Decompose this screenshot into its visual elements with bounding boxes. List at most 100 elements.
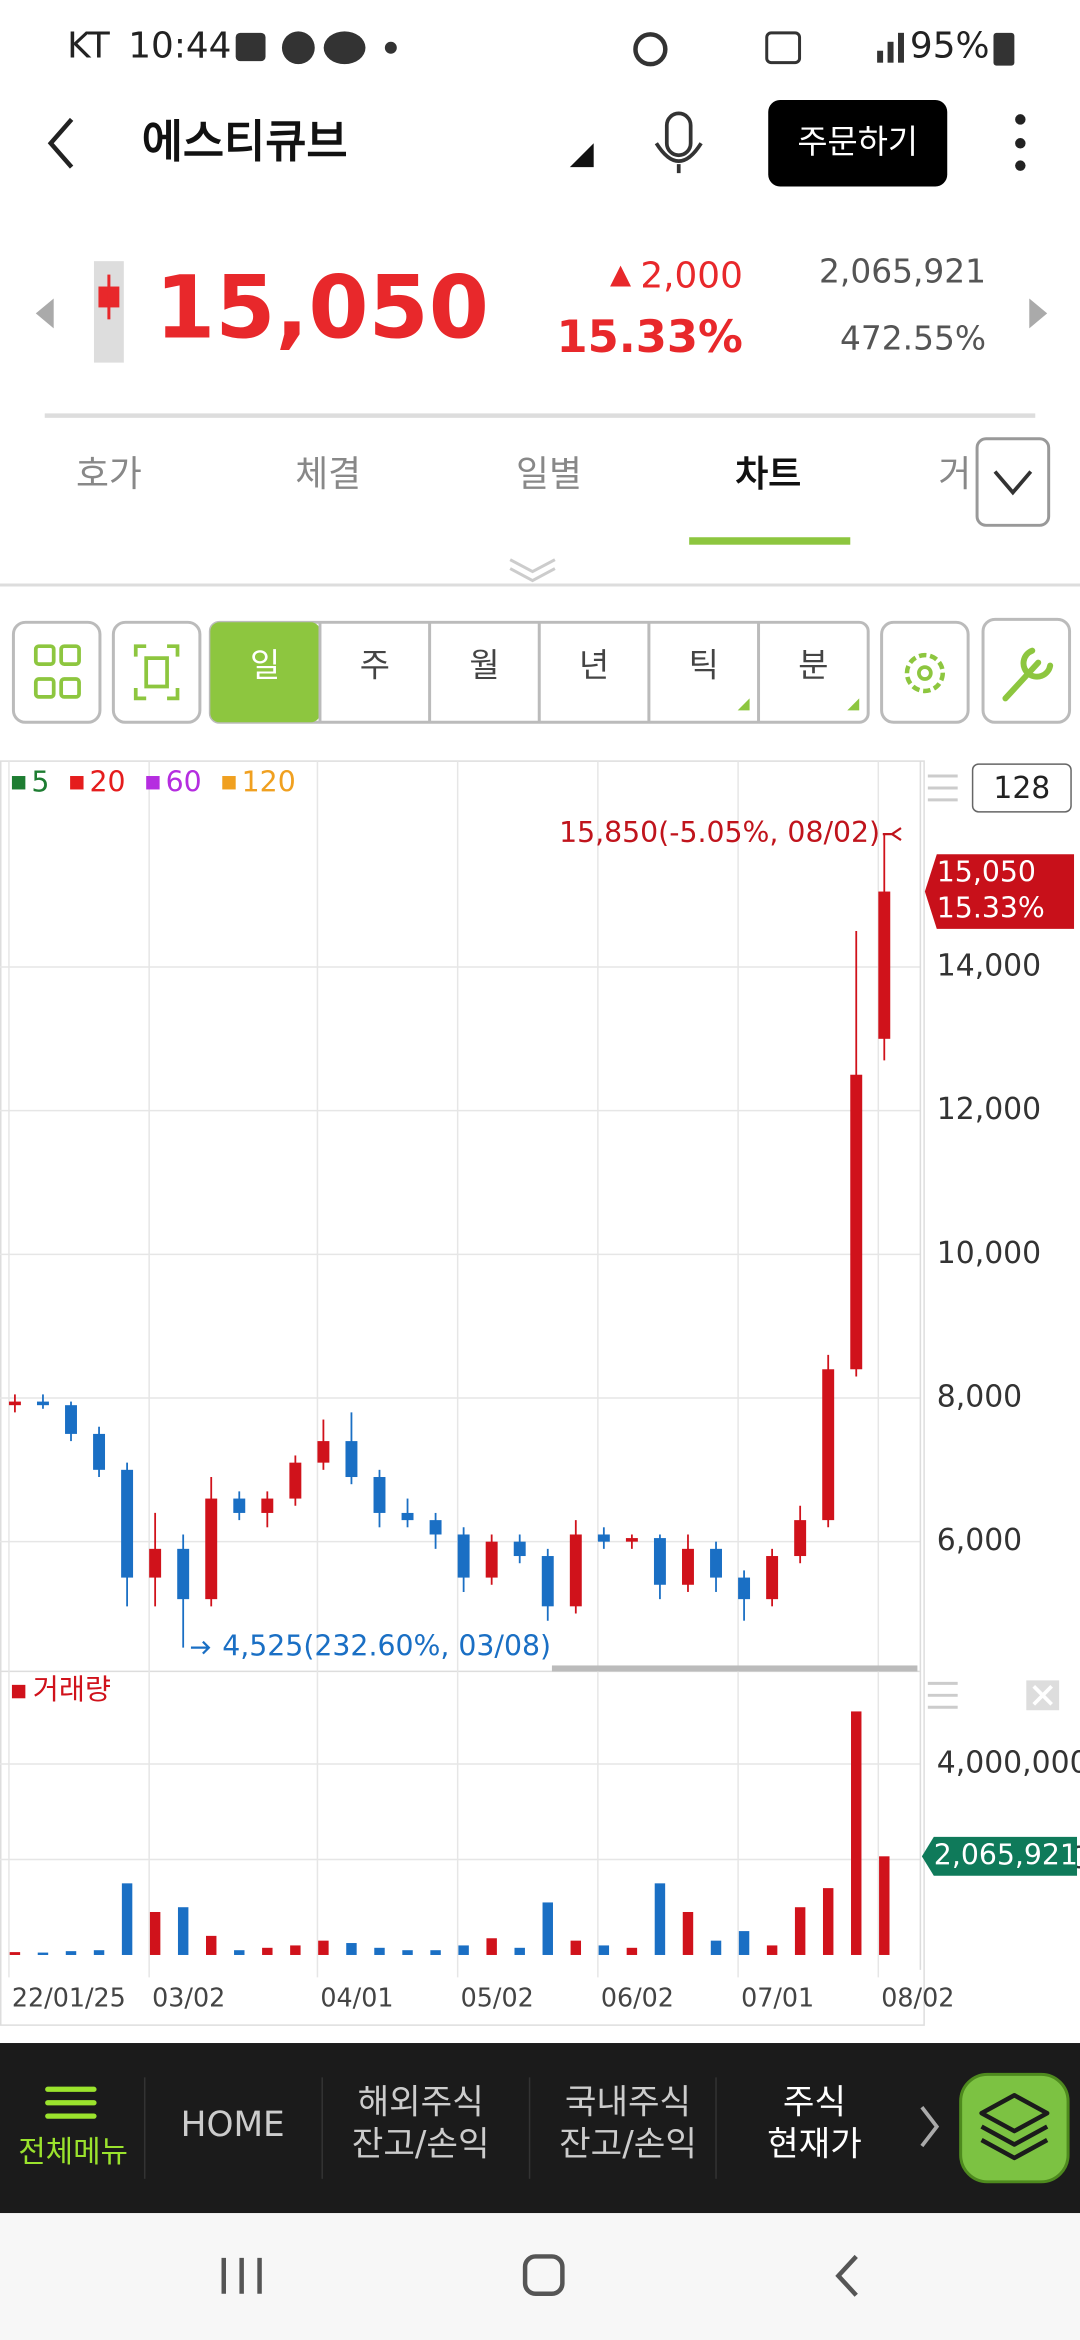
recent-apps[interactable] <box>221 2257 262 2294</box>
fullscreen-button[interactable] <box>111 620 202 724</box>
max-annotation: 15,850(-5.05%, 08/02) <box>559 816 880 849</box>
stock-name[interactable]: 에스티큐브 <box>142 115 348 168</box>
panel-menu[interactable] <box>927 774 958 1709</box>
chart-scrollbar[interactable] <box>551 1665 918 1672</box>
candle-body <box>36 1401 49 1406</box>
dropdown-mark[interactable] <box>569 143 594 168</box>
tab[interactable]: 호가 <box>76 454 142 495</box>
period-option[interactable]: 분 <box>798 647 828 685</box>
nav-item[interactable]: 현재가 <box>767 2124 862 2164</box>
candle-body <box>653 1538 666 1585</box>
bottom-nav <box>0 2043 1080 2214</box>
layers-button[interactable] <box>959 2072 1070 2184</box>
count-box[interactable] <box>971 763 1072 813</box>
tab[interactable]: 일별 <box>516 454 582 495</box>
system-back[interactable] <box>835 2254 858 2297</box>
next-arrow[interactable] <box>1029 298 1048 329</box>
volume-bar <box>710 1940 722 1955</box>
legend-swatch <box>11 776 26 790</box>
legend-swatch <box>146 776 160 790</box>
y-tick-label: 12,000 <box>937 1092 1041 1127</box>
candle-body <box>513 1541 526 1557</box>
volume-bar <box>794 1907 806 1955</box>
candle-body <box>850 1074 863 1370</box>
legend-label: 20 <box>90 765 126 798</box>
candle-body <box>65 1405 77 1434</box>
candle-body <box>205 1498 218 1600</box>
volume-bar <box>626 1947 638 1955</box>
period-option[interactable]: 주 <box>360 647 390 685</box>
volume-bar <box>93 1950 105 1955</box>
settings-icon <box>917 665 933 681</box>
candle-body <box>794 1520 807 1557</box>
legend-swatch <box>11 1684 26 1699</box>
current-price: 15,050 <box>155 258 489 358</box>
candle-body <box>233 1498 246 1513</box>
count-box-label[interactable]: 128 <box>993 771 1050 806</box>
tab[interactable]: 차트 <box>735 454 801 495</box>
candle-body <box>710 1548 722 1578</box>
nav-scroll-arrow[interactable] <box>920 2106 940 2148</box>
candle-body <box>177 1548 190 1600</box>
nav-item[interactable]: HOME <box>181 2105 285 2145</box>
period-option[interactable]: 일 <box>250 647 280 685</box>
volume-bar <box>486 1938 497 1955</box>
menu-icon[interactable] <box>45 2086 97 2119</box>
candle-body <box>682 1548 694 1585</box>
y-tick-label: 14,000 <box>937 948 1041 983</box>
divider <box>0 583 1080 587</box>
layout-button[interactable] <box>11 620 102 724</box>
collapse-handle[interactable] <box>509 558 556 583</box>
nav-item[interactable]: 해외주식 <box>358 2083 484 2123</box>
nav-item[interactable]: 국내주식 <box>565 2083 691 2123</box>
tab[interactable]: 체결 <box>295 454 361 495</box>
home-button[interactable] <box>522 2254 565 2296</box>
volume-bar <box>738 1931 750 1955</box>
nav-item[interactable]: 잔고/손익 <box>352 2124 490 2164</box>
x-tick-label: 07/01 <box>741 1983 814 2013</box>
nav-item[interactable]: 주식 <box>783 2083 846 2123</box>
mic-button[interactable] <box>654 111 703 174</box>
tab-expand-button[interactable] <box>975 437 1051 527</box>
prev-arrow[interactable] <box>35 298 54 329</box>
trade-volume: 2,065,921 <box>819 253 986 291</box>
volume-bar <box>570 1940 582 1955</box>
volume-bar <box>879 1856 890 1955</box>
order-button-label[interactable]: 주문하기 <box>797 123 918 161</box>
period-option[interactable]: 월 <box>469 647 499 685</box>
candle-body <box>541 1556 554 1607</box>
volume-bar <box>374 1947 385 1955</box>
candle-body <box>261 1498 274 1513</box>
period-option[interactable]: 년 <box>579 647 609 685</box>
volume-bar <box>37 1952 49 1955</box>
volume-bar <box>290 1945 301 1955</box>
tools-icon <box>1002 647 1054 702</box>
x-tick-label: 08/02 <box>881 1983 954 2013</box>
legend-swatch <box>70 776 84 790</box>
volume-bar <box>430 1950 441 1955</box>
panel-close-icon <box>1032 1685 1053 1706</box>
order-button[interactable] <box>768 99 948 187</box>
period-option[interactable]: 틱 <box>689 647 719 685</box>
period-submenu-mark <box>847 698 860 711</box>
tab-expand-icon <box>993 470 1033 496</box>
carrier: KT <box>67 26 110 67</box>
legend-label: 60 <box>166 765 202 798</box>
more-menu[interactable] <box>1015 114 1026 171</box>
period-active[interactable] <box>210 622 320 723</box>
price-change: 2,000 <box>640 256 742 297</box>
tab[interactable]: 거 <box>938 454 971 495</box>
fullscreen-icon <box>133 644 180 701</box>
candle-body <box>317 1441 330 1463</box>
menu-label[interactable]: 전체메뉴 <box>18 2135 128 2170</box>
battery: 95% <box>910 26 990 67</box>
volume-bar <box>177 1907 189 1955</box>
volume-bar <box>598 1945 610 1955</box>
y-tick-label: 10,000 <box>937 1236 1041 1271</box>
back-button[interactable] <box>47 117 74 169</box>
current-rate-tag-label: 15.33% <box>937 891 1045 924</box>
settings-button[interactable] <box>880 620 970 724</box>
min-annotation: 4,525(232.60%, 03/08) <box>222 1630 551 1663</box>
nav-item[interactable]: 잔고/손익 <box>559 2124 697 2164</box>
volume-bar <box>206 1935 217 1955</box>
